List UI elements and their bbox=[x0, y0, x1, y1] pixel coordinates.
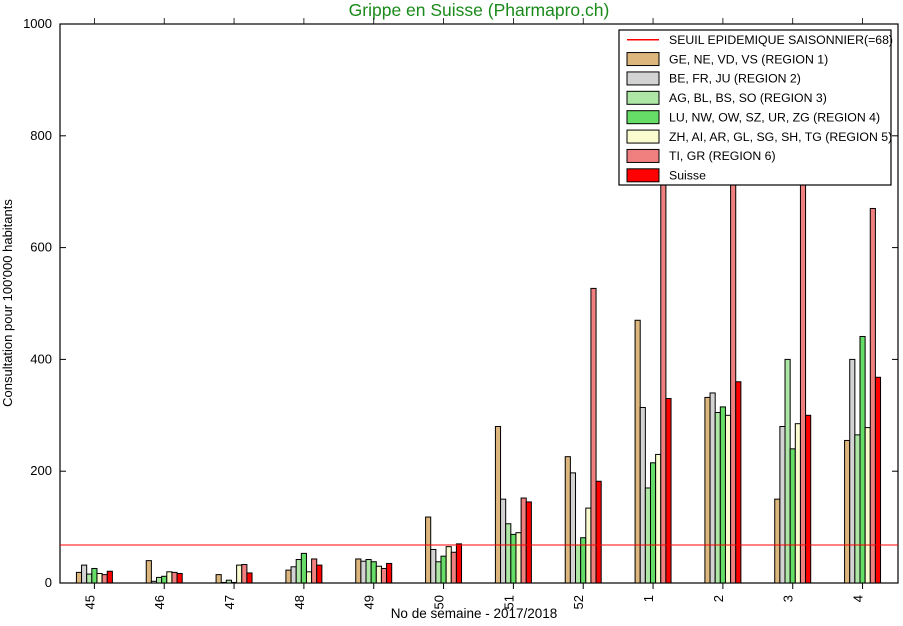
svg-text:51: 51 bbox=[501, 595, 516, 609]
svg-text:TI, GR (REGION 6): TI, GR (REGION 6) bbox=[669, 149, 776, 163]
svg-text:Grippe en Suisse (Pharmapro.ch: Grippe en Suisse (Pharmapro.ch) bbox=[349, 0, 610, 20]
svg-text:2: 2 bbox=[711, 595, 726, 602]
svg-text:AG, BL, BS, SO (REGION 3): AG, BL, BS, SO (REGION 3) bbox=[669, 91, 827, 105]
svg-text:ZH, AI, AR, GL, SG, SH, TG (RE: ZH, AI, AR, GL, SG, SH, TG (REGION 5) bbox=[669, 130, 892, 144]
svg-text:0: 0 bbox=[45, 575, 52, 590]
svg-text:48: 48 bbox=[292, 595, 307, 609]
svg-text:SEUIL EPIDEMIQUE SAISONNIER(=6: SEUIL EPIDEMIQUE SAISONNIER(=68) bbox=[669, 33, 893, 47]
svg-text:52: 52 bbox=[571, 595, 586, 609]
svg-text:45: 45 bbox=[82, 595, 97, 609]
svg-text:1000: 1000 bbox=[23, 16, 52, 31]
svg-text:No de semaine - 2017/2018: No de semaine - 2017/2018 bbox=[391, 606, 558, 621]
svg-text:BE, FR, JU (REGION 2): BE, FR, JU (REGION 2) bbox=[669, 72, 801, 86]
svg-text:50: 50 bbox=[432, 595, 447, 609]
svg-text:800: 800 bbox=[30, 128, 52, 143]
svg-text:Consultation pour 100'000 habi: Consultation pour 100'000 habitants bbox=[0, 199, 15, 407]
svg-text:GE, NE, VD, VS (REGION 1): GE, NE, VD, VS (REGION 1) bbox=[669, 52, 828, 66]
svg-text:47: 47 bbox=[222, 595, 237, 609]
svg-text:46: 46 bbox=[152, 595, 167, 609]
svg-text:1: 1 bbox=[641, 595, 656, 602]
svg-text:400: 400 bbox=[30, 351, 52, 366]
svg-text:LU, NW, OW, SZ, UR, ZG (REGION: LU, NW, OW, SZ, UR, ZG (REGION 4) bbox=[669, 110, 880, 124]
svg-text:Suisse: Suisse bbox=[669, 169, 706, 183]
svg-text:3: 3 bbox=[781, 595, 796, 602]
svg-text:49: 49 bbox=[362, 595, 377, 609]
svg-text:200: 200 bbox=[30, 463, 52, 478]
svg-text:4: 4 bbox=[851, 595, 866, 602]
svg-text:600: 600 bbox=[30, 240, 52, 255]
